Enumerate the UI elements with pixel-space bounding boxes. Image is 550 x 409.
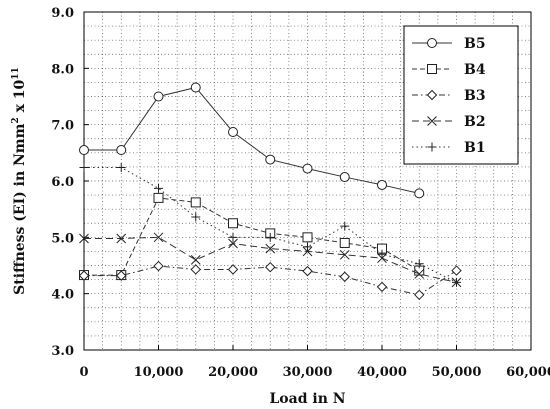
data-point-b5 — [427, 38, 437, 48]
data-point-b1 — [79, 162, 89, 172]
x-tick-label: 0 — [79, 365, 88, 380]
y-axis-title-main: Stiffness (EI) in Nmm — [12, 123, 28, 294]
series-line-b4 — [84, 197, 420, 276]
data-point-b3 — [339, 271, 350, 282]
x-tick-label: 50,000 — [432, 365, 482, 380]
data-point-b3 — [265, 261, 276, 273]
series-line-b3 — [84, 265, 457, 296]
data-point-b1 — [191, 212, 201, 222]
data-point-b2 — [414, 269, 425, 279]
data-point-b3 — [451, 265, 462, 276]
data-point-b2 — [116, 233, 127, 244]
data-point-b4 — [153, 192, 164, 203]
data-point-b2 — [427, 116, 437, 126]
data-point-b5 — [414, 188, 425, 199]
data-point-b2 — [339, 249, 350, 260]
x-tick-label: 10,000 — [134, 365, 184, 380]
data-point-b1 — [414, 259, 424, 269]
data-point-b1 — [427, 142, 437, 152]
y-axis-title-mid: x 10 — [12, 79, 28, 117]
series-b3 — [78, 260, 462, 301]
data-point-b1 — [154, 183, 163, 193]
legend-label-b4: B4 — [464, 62, 486, 78]
data-point-b2 — [153, 232, 164, 243]
y-tick-label: 9.0 — [51, 6, 74, 21]
data-point-b3 — [116, 270, 127, 281]
data-point-b2 — [79, 233, 89, 244]
series-b5 — [79, 82, 425, 199]
y-tick-label: 3.0 — [51, 344, 74, 359]
data-point-b5 — [265, 154, 276, 165]
legend-label-b2: B2 — [464, 114, 486, 130]
axis-ticks: 0 10,000 20,000 30,000 40,000 50,000 60,000 3.0… — [51, 6, 550, 380]
legend-label-b5: B5 — [464, 36, 486, 52]
data-point-b3 — [227, 264, 239, 275]
data-point-b5 — [228, 126, 238, 137]
y-axis-title-sup-2: 11 — [11, 67, 21, 80]
y-tick-label: 7.0 — [51, 119, 74, 134]
series-line-b5 — [84, 86, 420, 194]
data-point-b2 — [190, 255, 201, 265]
series-b2 — [79, 232, 462, 288]
x-tick-label: 40,000 — [357, 365, 407, 380]
data-point-b5 — [116, 145, 127, 156]
x-axis-title: Load in N — [269, 391, 345, 407]
data-point-b4 — [302, 232, 313, 243]
data-point-b2 — [228, 238, 238, 249]
data-point-b4 — [339, 237, 350, 248]
data-point-b3 — [153, 260, 164, 272]
y-tick-label: 6.0 — [51, 175, 74, 190]
legend: B5 B4 B3 B2 B1 — [403, 25, 519, 165]
data-point-b4 — [228, 218, 238, 229]
data-point-b1 — [303, 242, 312, 252]
series-b1 — [79, 162, 461, 287]
data-point-b5 — [339, 172, 350, 183]
data-point-b3 — [190, 264, 201, 275]
data-point-b1 — [116, 162, 126, 172]
data-point-b4 — [190, 197, 201, 208]
data-point-b1 — [265, 232, 275, 242]
data-point-b2 — [302, 246, 313, 257]
data-point-b5 — [190, 82, 201, 93]
y-tick-label: 5.0 — [51, 231, 74, 246]
data-point-b3 — [376, 281, 388, 293]
series-line-b2 — [84, 236, 457, 283]
data-point-b3 — [426, 89, 438, 101]
data-point-b1 — [377, 249, 387, 259]
series-line-b1 — [84, 166, 457, 283]
y-axis-title-sup-1: 2 — [11, 117, 21, 123]
data-point-b1 — [228, 232, 238, 242]
legend-label-b3: B3 — [464, 88, 486, 104]
data-point-b3 — [302, 265, 313, 277]
y-tick-label: 8.0 — [51, 62, 74, 77]
data-point-b1 — [452, 277, 461, 287]
data-point-b5 — [302, 163, 313, 174]
y-axis-title: Stiffness (EI) in Nmm2 x 1011 — [11, 67, 28, 295]
data-point-b3 — [78, 270, 90, 281]
x-tick-label: 60,000 — [506, 365, 550, 380]
y-tick-label: 4.0 — [51, 288, 74, 303]
data-point-b2 — [265, 243, 276, 254]
legend-label-b1: B1 — [464, 140, 486, 156]
x-tick-label: 30,000 — [283, 365, 333, 380]
x-tick-label: 20,000 — [208, 365, 258, 380]
series-group — [78, 82, 462, 301]
legend-box — [403, 25, 519, 165]
data-point-b4 — [427, 64, 437, 74]
data-point-b3 — [414, 289, 425, 301]
data-point-b5 — [153, 91, 164, 102]
data-point-b1 — [340, 221, 350, 231]
data-point-b5 — [79, 145, 89, 156]
data-point-b5 — [377, 179, 387, 190]
